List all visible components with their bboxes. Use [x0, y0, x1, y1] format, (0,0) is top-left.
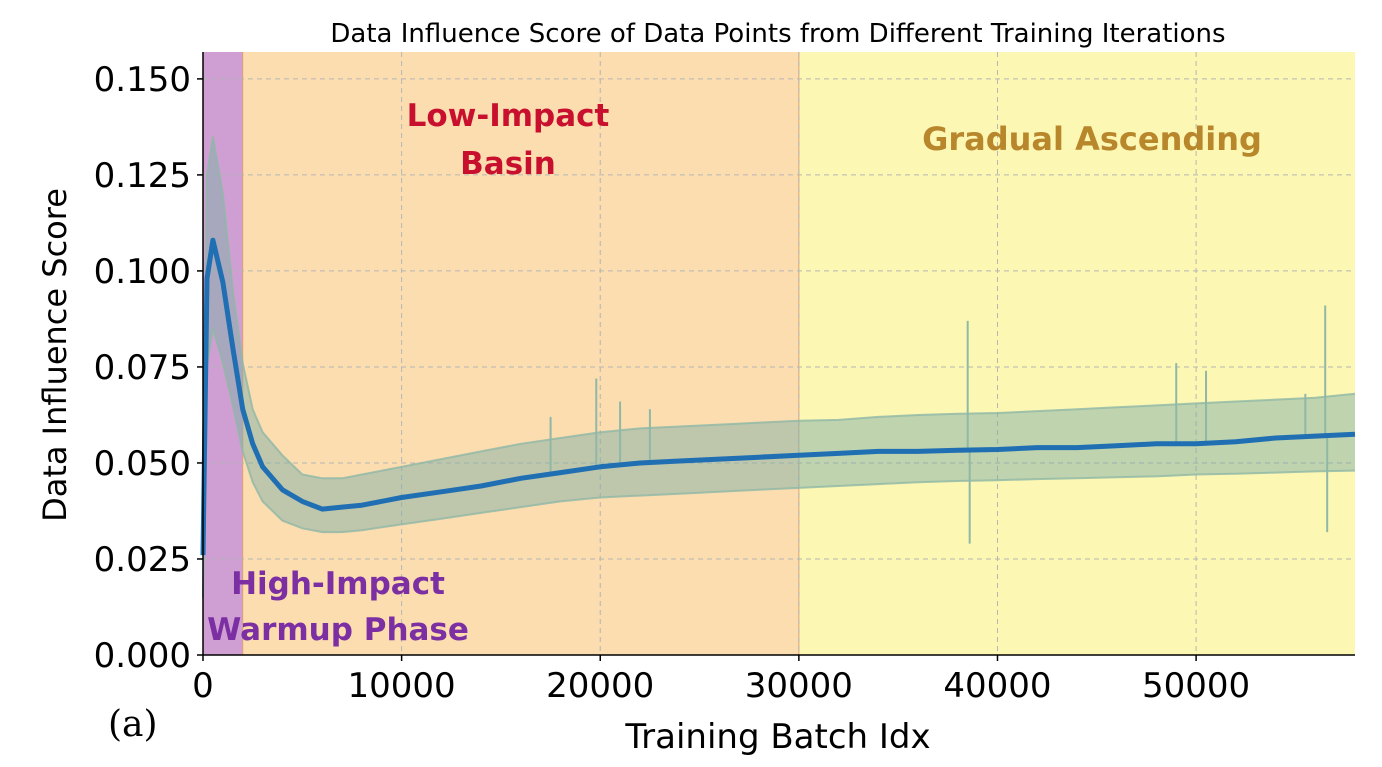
y-tick-label: 0.000	[94, 636, 191, 676]
x-tick-label: 50000	[1142, 666, 1250, 706]
band-lower-edge	[202, 328, 1356, 598]
y-tick-label: 0.025	[94, 540, 191, 580]
y-axis-label: Data Influence Score	[36, 188, 74, 522]
region-label-0-1: Warmup Phase	[207, 612, 469, 648]
region-2	[798, 52, 1355, 655]
region-1	[242, 52, 799, 655]
y-tick-label: 0.075	[94, 348, 191, 388]
region-label-1-1: Basin	[460, 146, 556, 182]
region-label-2-0: Gradual Ascending	[922, 120, 1262, 158]
phase-regions	[203, 52, 1355, 655]
x-tick-label: 30000	[745, 666, 853, 706]
panel-label: (a)	[108, 704, 158, 745]
y-tick-label: 0.150	[94, 60, 191, 100]
x-tick-label: 10000	[348, 666, 456, 706]
x-tick-label: 0	[192, 666, 214, 706]
x-ticks: 0 10000 20000 30000 40000 50000	[192, 655, 1250, 706]
spike-lines	[549, 305, 1329, 544]
x-tick-label: 20000	[546, 666, 654, 706]
region-label-0-0: High-Impact	[231, 566, 445, 602]
y-ticks: 0.000 0.025 0.050 0.075 0.100 0.125 0.150	[94, 60, 203, 676]
x-axis-label: Training Batch Idx	[624, 717, 930, 757]
chart-title: Data Influence Score of Data Points from…	[330, 19, 1225, 49]
mean-line-path	[200, 237, 1356, 556]
y-tick-label: 0.125	[94, 156, 191, 196]
region-label-1-0: Low-Impact	[407, 98, 610, 134]
x-tick-label: 40000	[943, 666, 1051, 706]
y-tick-label: 0.100	[94, 252, 191, 292]
grid-lines	[203, 52, 1355, 655]
mean-line	[200, 237, 1356, 556]
region-labels: High-Impact Warmup Phase Low-Impact Basin Gr…	[207, 98, 1262, 648]
y-tick-label: 0.050	[94, 444, 191, 484]
